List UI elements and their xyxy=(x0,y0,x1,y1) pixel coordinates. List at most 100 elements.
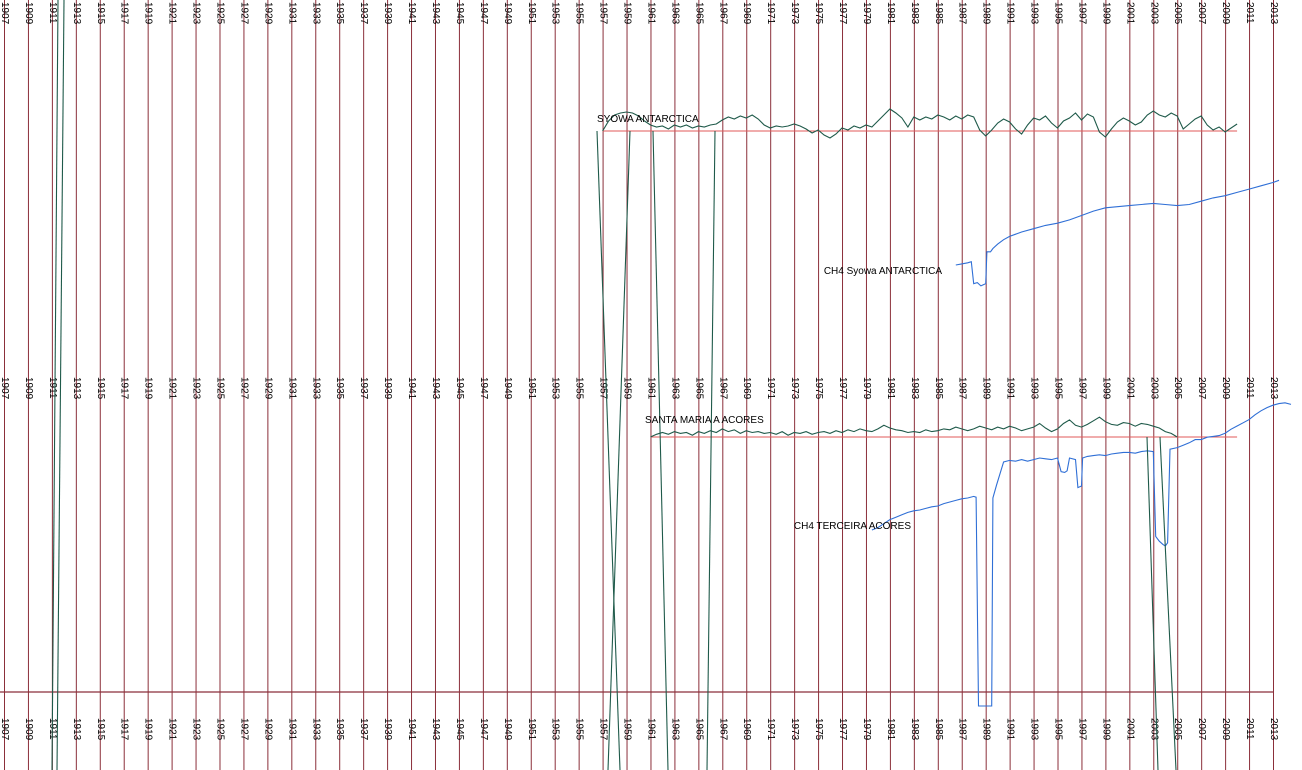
tick-label-1949-row3: 1949 xyxy=(502,718,513,741)
tick-label-1925-row3: 1925 xyxy=(214,718,225,741)
tick-label-1997-row3: 1997 xyxy=(1076,718,1087,741)
tick-label-1927-row1: 1927 xyxy=(238,2,249,25)
tick-label-1995-row3: 1995 xyxy=(1053,718,1064,741)
tick-label-1943-row3: 1943 xyxy=(430,718,441,741)
tick-label-1909-row3: 1909 xyxy=(23,718,34,741)
series-spike-2 xyxy=(56,0,65,770)
series-spike-5 xyxy=(652,130,669,770)
tick-label-1971-row3: 1971 xyxy=(765,718,776,741)
tick-label-1985-row2: 1985 xyxy=(933,377,944,400)
tick-label-1991-row2: 1991 xyxy=(1005,377,1016,400)
series-line-syowa-antarctica xyxy=(602,108,1238,139)
tick-label-1979-row3: 1979 xyxy=(861,718,872,741)
tick-label-1913-row3: 1913 xyxy=(71,718,82,741)
tick-label-1981-row1: 1981 xyxy=(885,2,896,25)
tick-label-1973-row1: 1973 xyxy=(789,2,800,25)
tick-label-1943-row1: 1943 xyxy=(430,2,441,25)
series-line-ch4-syowa-antarctica xyxy=(955,179,1280,287)
tick-label-1925-row1: 1925 xyxy=(214,2,225,25)
tick-label-1991-row1: 1991 xyxy=(1005,2,1016,25)
tick-label-2011-row2: 2011 xyxy=(1244,377,1255,399)
tick-label-1949-row2: 1949 xyxy=(502,377,513,400)
series-spike-6 xyxy=(706,130,716,770)
tick-label-1959-row3: 1959 xyxy=(622,718,633,741)
tick-label-1947-row1: 1947 xyxy=(478,2,489,25)
tick-label-1937-row3: 1937 xyxy=(358,718,369,741)
tick-label-1919-row1: 1919 xyxy=(143,2,154,25)
tick-label-1975-row3: 1975 xyxy=(813,718,824,741)
tick-label-1999-row1: 1999 xyxy=(1100,2,1111,25)
tick-label-1967-row1: 1967 xyxy=(717,2,728,25)
tick-label-1983-row3: 1983 xyxy=(909,718,920,741)
series-spike-7 xyxy=(1146,436,1159,770)
tick-label-1945-row2: 1945 xyxy=(454,377,465,400)
tick-label-1913-row1: 1913 xyxy=(71,2,82,25)
tick-label-1965-row1: 1965 xyxy=(693,2,704,25)
tick-label-1935-row2: 1935 xyxy=(334,377,345,400)
series-label-ch4-syowa-antarctica: CH4 Syowa ANTARCTICA xyxy=(824,266,943,277)
tick-label-1951-row1: 1951 xyxy=(526,2,537,25)
tick-label-1993-row2: 1993 xyxy=(1029,377,1040,400)
tick-label-1937-row2: 1937 xyxy=(358,377,369,400)
tick-label-1935-row1: 1935 xyxy=(334,2,345,25)
tick-label-2013-row3: 2013 xyxy=(1268,718,1279,741)
tick-label-1985-row3: 1985 xyxy=(933,718,944,741)
tick-label-1907-row2: 1907 xyxy=(0,377,10,400)
series-spike-8 xyxy=(1159,436,1177,770)
tick-label-1945-row1: 1945 xyxy=(454,2,465,25)
tick-label-1977-row1: 1977 xyxy=(837,2,848,25)
tick-label-1957-row3: 1957 xyxy=(598,718,609,741)
tick-label-1953-row2: 1953 xyxy=(550,377,561,400)
tick-label-1929-row2: 1929 xyxy=(262,377,273,400)
tick-label-1983-row2: 1983 xyxy=(909,377,920,400)
tick-label-1967-row2: 1967 xyxy=(717,377,728,400)
tick-label-1925-row2: 1925 xyxy=(214,377,225,400)
tick-label-1919-row3: 1919 xyxy=(143,718,154,741)
year-tick-labels: 1907 1909 1911 1913 1915 1917 1919 1921 1923 1925… xyxy=(0,2,1279,741)
tick-label-1933-row3: 1933 xyxy=(310,718,321,741)
tick-label-1977-row3: 1977 xyxy=(837,718,848,741)
tick-label-1921-row1: 1921 xyxy=(167,2,178,25)
tick-label-1979-row2: 1979 xyxy=(861,377,872,400)
tick-label-1921-row2: 1921 xyxy=(167,377,178,400)
tick-label-1973-row2: 1973 xyxy=(789,377,800,400)
tick-label-1955-row3: 1955 xyxy=(574,718,585,741)
tick-label-1969-row2: 1969 xyxy=(741,377,752,400)
tick-label-1969-row3: 1969 xyxy=(741,718,752,741)
tick-label-1989-row2: 1989 xyxy=(981,377,992,400)
series-label-santa-maria-a-acores: SANTA MARIA A ACORES xyxy=(645,415,764,426)
tick-label-1907-row1: 1907 xyxy=(0,2,10,25)
tick-label-1921-row3: 1921 xyxy=(167,718,178,741)
tick-label-1977-row2: 1977 xyxy=(837,377,848,400)
series-line-santa-maria-a-acores xyxy=(650,416,1178,438)
tick-label-1973-row3: 1973 xyxy=(789,718,800,741)
tick-label-2003-row3: 2003 xyxy=(1148,718,1159,741)
tick-label-1987-row2: 1987 xyxy=(957,377,968,400)
tick-label-1953-row1: 1953 xyxy=(550,2,561,25)
tick-label-2011-row3: 2011 xyxy=(1244,718,1255,740)
tick-label-1993-row1: 1993 xyxy=(1029,2,1040,25)
tick-label-1981-row3: 1981 xyxy=(885,718,896,741)
tick-label-1971-row2: 1971 xyxy=(765,377,776,400)
tick-label-1961-row1: 1961 xyxy=(645,2,656,25)
series-line-ch4-terceira-acores xyxy=(871,402,1292,707)
tick-label-1989-row1: 1989 xyxy=(981,2,992,25)
tick-label-1943-row2: 1943 xyxy=(430,377,441,400)
tick-label-1975-row2: 1975 xyxy=(813,377,824,400)
tick-label-1963-row3: 1963 xyxy=(669,718,680,741)
tick-label-1941-row2: 1941 xyxy=(406,377,417,400)
series-labels: SYOWA ANTARCTICA CH4 Syowa ANTARCTICA SA… xyxy=(597,114,942,532)
series-lines xyxy=(51,0,1292,770)
tick-label-1967-row3: 1967 xyxy=(717,718,728,741)
tick-label-1953-row3: 1953 xyxy=(550,718,561,741)
tick-label-1951-row2: 1951 xyxy=(526,377,537,400)
tick-label-1997-row2: 1997 xyxy=(1076,377,1087,400)
tick-label-1937-row1: 1937 xyxy=(358,2,369,25)
tick-label-1949-row1: 1949 xyxy=(502,2,513,25)
tick-label-2005-row2: 2005 xyxy=(1172,377,1183,400)
tick-label-2013-row1: 2013 xyxy=(1268,2,1279,25)
tick-label-1999-row3: 1999 xyxy=(1100,718,1111,741)
tick-label-1965-row2: 1965 xyxy=(693,377,704,400)
tick-label-1911-row1: 1911 xyxy=(47,2,58,24)
